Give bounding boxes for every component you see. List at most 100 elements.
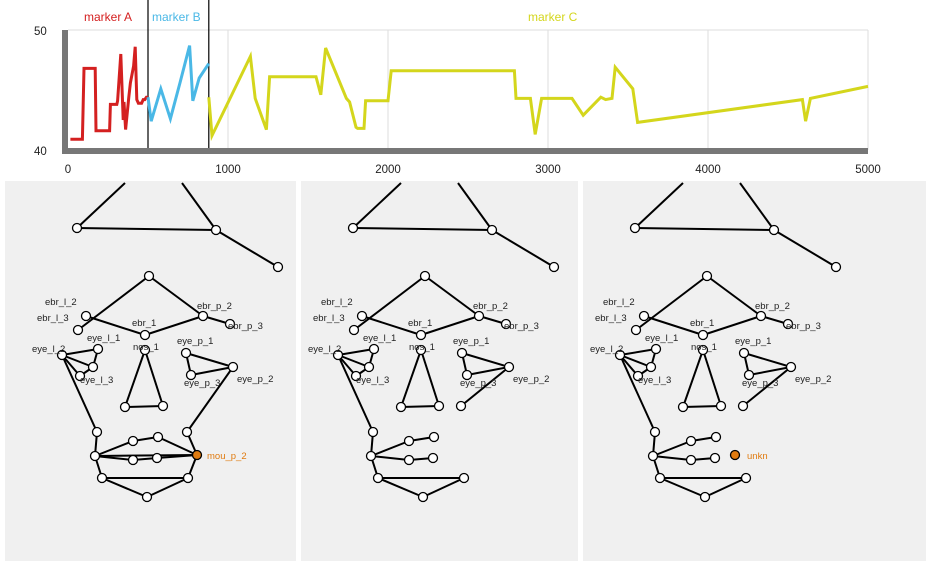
landmark-node[interactable] (139, 329, 151, 341)
landmark-node[interactable] (647, 450, 659, 462)
landmark-node[interactable] (417, 491, 429, 503)
landmark-node[interactable] (180, 347, 192, 359)
landmark-node[interactable] (157, 400, 169, 412)
landmark-node[interactable] (715, 400, 727, 412)
face-panel-1[interactable]: ebr_l_2 ebr_l_3 ebr_1 ebr_p_2 ebr_p_3 eye_l_2… (5, 181, 296, 561)
landmark-node[interactable] (638, 310, 650, 322)
landmark-node[interactable] (428, 431, 440, 443)
landmark-node[interactable] (710, 431, 722, 443)
landmark-node[interactable] (72, 324, 84, 336)
landmark-node[interactable] (456, 347, 468, 359)
landmark-node[interactable] (152, 431, 164, 443)
landmark-node[interactable] (74, 370, 86, 382)
face-panel-2[interactable]: ebr_l_2 ebr_l_3 ebr_1 ebr_p_2 ebr_p_3 eye_l_2… (301, 181, 578, 561)
landmark-node[interactable] (272, 261, 284, 273)
landmark-node[interactable] (127, 435, 139, 447)
landmark-node[interactable] (87, 361, 99, 373)
landmark-node[interactable] (368, 343, 380, 355)
landmark-node[interactable] (677, 401, 689, 413)
landmark-node[interactable] (139, 344, 151, 356)
face-graph-2[interactable]: ebr_l_2 ebr_l_3 ebr_1 ebr_p_2 ebr_p_3 eye_l_2… (301, 181, 578, 561)
landmark-node[interactable] (701, 270, 713, 282)
landmark-node[interactable] (632, 370, 644, 382)
landmark-node[interactable] (685, 435, 697, 447)
landmark-node[interactable] (645, 361, 657, 373)
landmark-node[interactable] (191, 449, 203, 461)
landmark-node[interactable] (419, 270, 431, 282)
landmark-node[interactable] (614, 349, 626, 361)
landmark-node[interactable] (91, 426, 103, 438)
landmark-node[interactable] (151, 452, 163, 464)
landmark-node[interactable] (197, 310, 209, 322)
landmark-node[interactable] (738, 347, 750, 359)
landmark-node[interactable] (80, 310, 92, 322)
landmark-node[interactable] (182, 472, 194, 484)
landmark-node[interactable] (650, 343, 662, 355)
landmark-node[interactable] (743, 369, 755, 381)
face-panel-3[interactable]: unkn ebr_l_2 ebr_l_3 ebr_1 ebr_p_2 ebr_p_3 eye… (583, 181, 926, 561)
face-edge (652, 455, 692, 461)
landmark-node[interactable] (415, 329, 427, 341)
landmark-node[interactable] (96, 472, 108, 484)
landmark-node[interactable] (697, 344, 709, 356)
landmark-node[interactable] (461, 369, 473, 381)
landmark-node[interactable] (224, 318, 236, 330)
landmark-node[interactable] (649, 426, 661, 438)
landmark-node[interactable] (433, 400, 445, 412)
landmark-node[interactable] (89, 450, 101, 462)
landmark-node[interactable] (737, 400, 749, 412)
timeline-chart[interactable]: 50 40 0 1000 2000 3000 4000 5000 marker … (0, 0, 926, 180)
landmark-node[interactable] (697, 329, 709, 341)
landmark-node[interactable] (500, 318, 512, 330)
face-graph-3[interactable]: unkn ebr_l_2 ebr_l_3 ebr_1 ebr_p_2 ebr_p_3eye… (583, 181, 926, 561)
landmark-node[interactable] (372, 472, 384, 484)
landmark-node[interactable] (332, 349, 344, 361)
landmark-node[interactable] (141, 491, 153, 503)
landmark-node[interactable] (356, 310, 368, 322)
landmark-node[interactable] (427, 452, 439, 464)
landmark-node[interactable] (92, 343, 104, 355)
landmark-node[interactable] (548, 261, 560, 273)
landmark-node[interactable] (768, 224, 780, 236)
landmark-node[interactable] (363, 361, 375, 373)
landmark-node[interactable] (785, 361, 797, 373)
landmark-node[interactable] (403, 435, 415, 447)
landmark-node-unknown[interactable] (729, 449, 741, 461)
landmark-node[interactable] (56, 349, 68, 361)
landmark-node[interactable] (654, 472, 666, 484)
landmark-node[interactable] (227, 361, 239, 373)
landmark-node[interactable] (119, 401, 131, 413)
face-graph-1[interactable]: ebr_l_2 ebr_l_3 ebr_1 ebr_p_2 ebr_p_3 eye_l_2… (5, 181, 296, 561)
landmark-node[interactable] (455, 400, 467, 412)
landmark-label-eye-p-1: eye_p_1 (453, 336, 489, 347)
landmark-node[interactable] (415, 344, 427, 356)
landmark-label-eye-p-3: eye_p_3 (460, 378, 496, 389)
landmark-label-ebr-p-3: ebr_p_3 (504, 321, 539, 332)
landmark-node[interactable] (143, 270, 155, 282)
landmark-node[interactable] (367, 426, 379, 438)
landmark-node[interactable] (486, 224, 498, 236)
landmark-node[interactable] (403, 454, 415, 466)
landmark-node[interactable] (458, 472, 470, 484)
landmark-node[interactable] (348, 324, 360, 336)
landmark-node[interactable] (740, 472, 752, 484)
landmark-node[interactable] (709, 452, 721, 464)
landmark-node[interactable] (630, 324, 642, 336)
landmark-node[interactable] (685, 454, 697, 466)
landmark-node[interactable] (71, 222, 83, 234)
landmark-node[interactable] (210, 224, 222, 236)
landmark-node[interactable] (503, 361, 515, 373)
landmark-node[interactable] (782, 318, 794, 330)
landmark-node[interactable] (699, 491, 711, 503)
landmark-node[interactable] (755, 310, 767, 322)
landmark-node[interactable] (347, 222, 359, 234)
landmark-node[interactable] (127, 454, 139, 466)
landmark-node[interactable] (629, 222, 641, 234)
landmark-node[interactable] (365, 450, 377, 462)
landmark-node[interactable] (350, 370, 362, 382)
landmark-node[interactable] (395, 401, 407, 413)
landmark-node[interactable] (185, 369, 197, 381)
landmark-node[interactable] (181, 426, 193, 438)
landmark-node[interactable] (830, 261, 842, 273)
landmark-node[interactable] (473, 310, 485, 322)
